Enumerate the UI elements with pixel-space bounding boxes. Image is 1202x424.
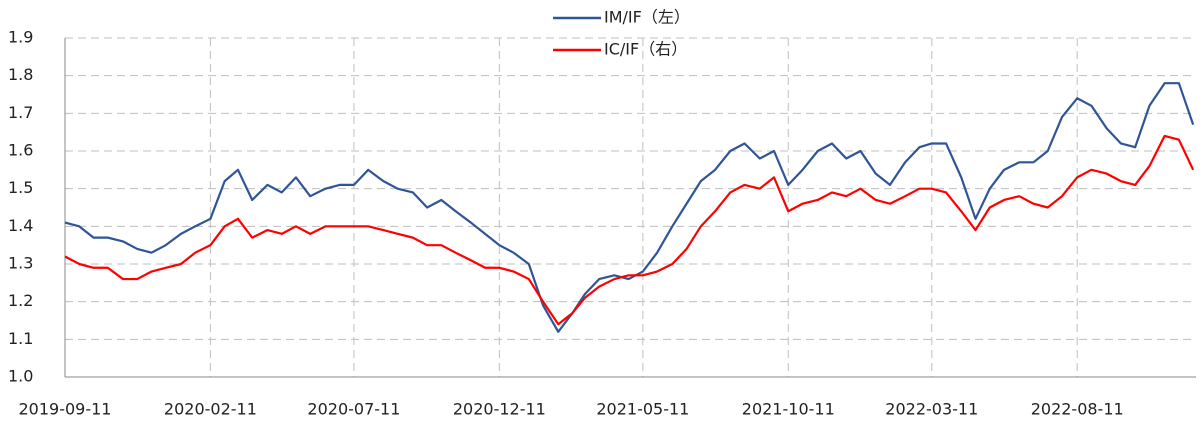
x-tick-label: 2020-12-11	[453, 400, 546, 419]
y-tick-label: 1.1	[8, 329, 33, 348]
series-line	[64, 134, 1195, 326]
y-tick-label: 1.8	[8, 65, 33, 84]
y-tick-label: 1.6	[8, 141, 33, 160]
x-tick-label: 2022-03-11	[885, 400, 978, 419]
x-tick-label: 2020-07-11	[307, 400, 400, 419]
x-tick-label: 2022-08-11	[1031, 400, 1124, 419]
x-tick-label: 2019-09-11	[19, 400, 112, 419]
legend-label: IC/IF（右）	[604, 40, 687, 59]
y-tick-label: 1.4	[8, 216, 33, 235]
x-tick-label: 2021-10-11	[742, 400, 835, 419]
y-tick-label: 1.2	[8, 291, 33, 310]
y-tick-label: 1.7	[8, 103, 33, 122]
series-line	[64, 82, 1195, 333]
x-tick-label: 2020-02-11	[164, 400, 257, 419]
y-tick-label: 1.9	[8, 28, 33, 47]
y-tick-label: 1.5	[8, 178, 33, 197]
legend-label: IM/IF（左）	[604, 8, 690, 27]
y-tick-label: 1.3	[8, 254, 33, 273]
y-tick-label: 1.0	[8, 367, 33, 386]
x-tick-label: 2021-05-11	[596, 400, 689, 419]
